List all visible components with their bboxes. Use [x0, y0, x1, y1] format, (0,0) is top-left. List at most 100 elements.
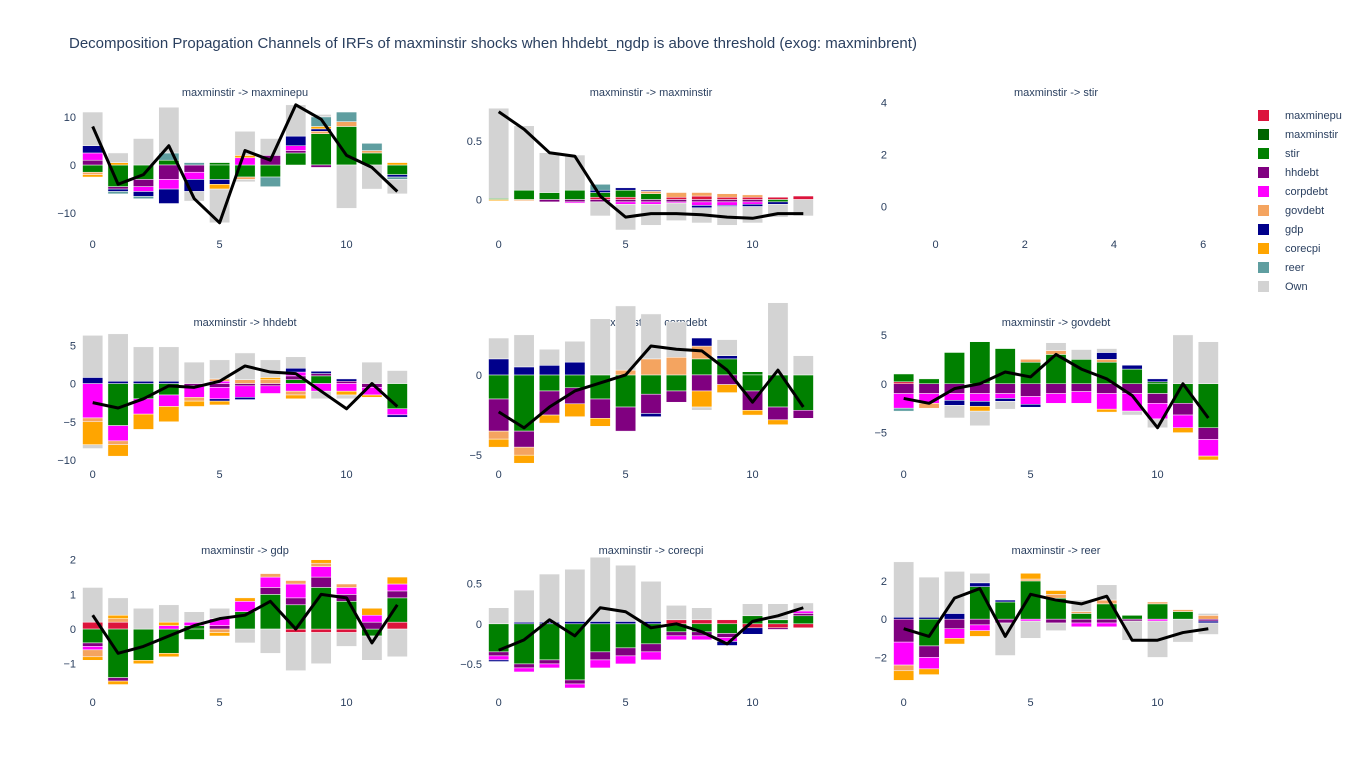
bar-Own: [1045, 622, 1067, 631]
bar-govdebt: [336, 583, 357, 588]
bar-hhdebt: [259, 587, 281, 595]
bar-hhdebt: [158, 164, 180, 180]
bar-corecpi: [259, 377, 281, 380]
bar-hhdebt: [742, 199, 763, 203]
bar-govdebt: [82, 417, 104, 423]
legend-item-reer[interactable]: reer: [1255, 258, 1342, 277]
bar-corecpi: [1020, 573, 1042, 580]
bar-corecpi: [1197, 455, 1219, 461]
bar-Own: [158, 106, 180, 154]
legend-item-maxminepu[interactable]: maxminepu: [1255, 106, 1342, 125]
bar-corpdebt: [82, 152, 104, 161]
bar-corecpi: [488, 199, 510, 201]
bar-Own: [893, 561, 915, 618]
bar-gdp: [1147, 378, 1168, 383]
bar-gdp: [918, 617, 940, 620]
legend-item-own[interactable]: Own: [1255, 277, 1342, 296]
legend-item-stir[interactable]: stir: [1255, 144, 1342, 163]
bar-corpdebt: [209, 387, 231, 400]
bar-govdebt: [285, 390, 307, 396]
legend-item-govdebt[interactable]: govdebt: [1255, 201, 1342, 220]
bar-govdebt: [259, 573, 281, 578]
bar-hhdebt: [691, 199, 713, 203]
irf-line: [497, 110, 804, 220]
bar-stir: [994, 348, 1016, 385]
bar-govdebt: [716, 193, 738, 198]
subplot-title: maxminstir -> gdp: [201, 545, 289, 557]
bar-hhdebt: [564, 679, 586, 685]
subplot-3: maxminstir -> hhdebt 5 0 −5 −10 0 5 10: [57, 317, 408, 481]
bar-Own: [82, 444, 104, 449]
y-tick-label: 0: [476, 195, 482, 207]
bar-corecpi: [589, 418, 611, 427]
legend-item-maxminstir[interactable]: maxminstir: [1255, 125, 1342, 144]
bar-Own: [336, 164, 357, 209]
bar-gdp: [893, 617, 915, 620]
bar-stir: [488, 374, 510, 400]
bar-corpdebt: [82, 383, 104, 419]
bar-gdp: [969, 401, 991, 407]
bar-reer: [133, 196, 154, 199]
bar-stir: [82, 164, 104, 173]
legend-item-corpdebt[interactable]: corpdebt: [1255, 182, 1342, 201]
bar-stir: [539, 192, 560, 200]
y-tick-label: 4: [881, 98, 887, 110]
bar-corpdebt: [640, 651, 662, 661]
legend: maxminepu maxminstir stir hhdebt corpdebt gov…: [1255, 106, 1342, 296]
legend-item-corecpi[interactable]: corecpi: [1255, 239, 1342, 258]
bar-gdp: [1121, 364, 1143, 370]
bar-gdp: [564, 361, 586, 376]
bar-corpdebt: [1096, 622, 1118, 628]
bar-corpdebt: [1020, 396, 1042, 405]
legend-swatch: [1258, 186, 1269, 197]
bar-corecpi: [183, 400, 205, 407]
legend-item-hhdebt[interactable]: hhdebt: [1255, 163, 1342, 182]
bar-corecpi: [488, 438, 510, 448]
bar-hhdebt: [107, 677, 129, 682]
bar-hhdebt: [994, 383, 1016, 394]
bar-corecpi: [1096, 408, 1118, 413]
bar-Own: [665, 202, 687, 221]
bar-hhdebt: [893, 383, 915, 394]
bar-govdebt: [209, 628, 231, 633]
bar-hhdebt: [640, 199, 662, 203]
bar-Own: [513, 125, 535, 191]
legend-swatch: [1258, 224, 1269, 235]
subplot-2: maxminstir -> stir 4 2 0 0 2 4 6: [881, 87, 1206, 251]
bar-hhdebt: [918, 383, 940, 394]
subplot-title: maxminstir -> stir: [1014, 87, 1098, 99]
bar-hhdebt: [183, 164, 205, 173]
bar-corecpi: [285, 394, 307, 400]
bar-hhdebt: [665, 631, 687, 637]
x-tick-label: 10: [1151, 469, 1163, 481]
y-tick-label: 0: [476, 370, 482, 382]
x-tick-label: 10: [340, 469, 352, 481]
y-tick-label: −5: [469, 450, 482, 462]
bar-Own: [133, 346, 154, 382]
bar-Own: [234, 131, 256, 156]
bar-hhdebt: [310, 576, 332, 588]
bar-gdp: [994, 398, 1016, 402]
bar-corpdebt: [336, 587, 357, 595]
bar-maxminepu: [665, 196, 687, 200]
bar-govdebt: [310, 562, 332, 567]
bar-corecpi: [209, 400, 231, 406]
bar-stir: [640, 374, 662, 395]
y-tick-label: 0: [70, 160, 76, 172]
bar-hhdebt: [767, 627, 789, 630]
bar-stir: [1147, 383, 1168, 394]
y-tick-label: −0.5: [460, 659, 482, 671]
x-tick-label: 5: [623, 697, 629, 709]
bar-Own: [310, 114, 332, 118]
bar-gdp: [589, 621, 611, 625]
bar-corpdebt: [285, 383, 307, 392]
bar-corpdebt: [133, 186, 154, 192]
x-tick-label: 0: [933, 239, 939, 251]
bar-stir: [1197, 383, 1219, 428]
bar-Own: [259, 628, 281, 654]
legend-item-gdp[interactable]: gdp: [1255, 220, 1342, 239]
bar-govdebt: [1096, 599, 1118, 605]
bar-hhdebt: [1197, 427, 1219, 440]
y-tick-label: −1: [63, 659, 76, 671]
